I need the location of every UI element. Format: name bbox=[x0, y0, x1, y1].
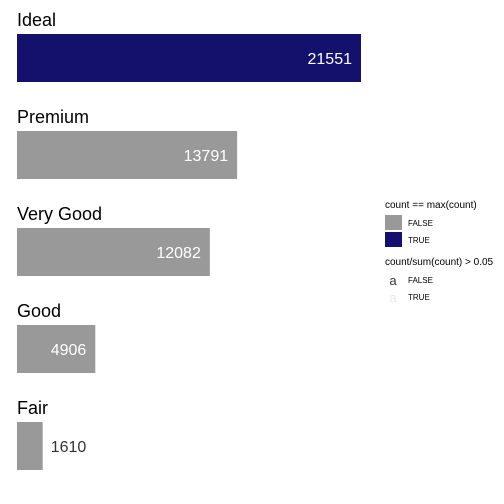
legend-glyph: a bbox=[389, 273, 397, 288]
bar bbox=[17, 325, 96, 373]
value-label: 21551 bbox=[308, 51, 353, 68]
category-label: Premium bbox=[17, 107, 89, 127]
bar bbox=[17, 228, 210, 276]
legend-entry-label: FALSE bbox=[408, 219, 433, 228]
legend-title: count/sum(count) > 0.05 bbox=[385, 257, 494, 268]
value-label: 1610 bbox=[51, 439, 87, 456]
legend-glyph: a bbox=[389, 290, 397, 305]
bar bbox=[17, 34, 361, 82]
bar bbox=[17, 131, 238, 179]
category-label: Ideal bbox=[17, 10, 56, 30]
value-label: 13791 bbox=[184, 148, 229, 165]
legend-swatch bbox=[385, 215, 402, 230]
category-label: Good bbox=[17, 301, 61, 321]
legend-entry-label: FALSE bbox=[408, 276, 433, 285]
legend-entry-label: TRUE bbox=[408, 236, 430, 245]
value-label: 4906 bbox=[51, 342, 87, 359]
bar bbox=[17, 422, 43, 470]
category-label: Fair bbox=[17, 398, 48, 418]
value-label: 12082 bbox=[156, 245, 201, 262]
legend: count == max(count) FALSE TRUE count/sum(co… bbox=[385, 200, 494, 305]
bar-group: Ideal 21551 Premium 13791 Very Good 12082 Good… bbox=[17, 10, 361, 470]
legend-swatch bbox=[385, 232, 402, 247]
category-label: Very Good bbox=[17, 204, 102, 224]
legend-title: count == max(count) bbox=[385, 200, 477, 211]
legend-entry-label: TRUE bbox=[408, 293, 430, 302]
